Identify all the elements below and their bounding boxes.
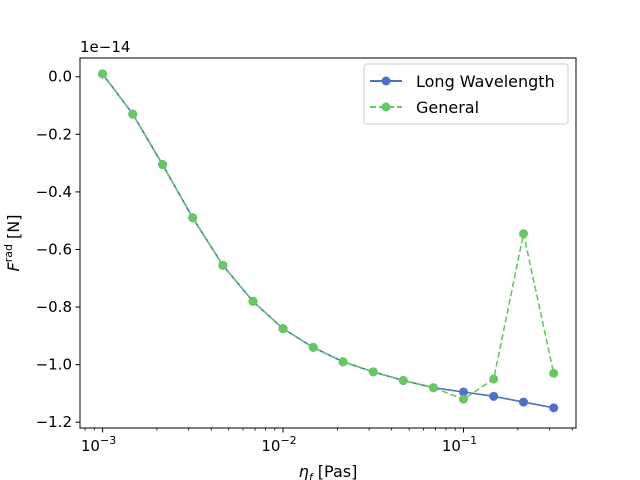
plot-markers [98,69,559,413]
legend: Long Wavelength General [363,63,569,125]
data-point-general [549,368,559,378]
data-point-general [428,383,438,393]
x-tick-label: 10−3 [81,434,116,455]
y-tick-label: −0.4 [36,183,72,201]
y-axis-label: Frad [N] [2,215,23,272]
data-point-long-wavelength [549,403,559,413]
data-point-long-wavelength [489,391,499,401]
y-tick-label: −0.2 [36,125,72,143]
data-point-long-wavelength [459,387,469,397]
plot-lines [101,73,555,409]
y-tick-label: −0.8 [36,298,72,316]
y-tick-label: −1.2 [36,413,72,431]
legend-label-general: General [416,98,479,117]
data-point-general [98,69,108,79]
legend-marker-long-wavelength [381,76,391,86]
legend-frame [363,63,569,125]
data-point-general [158,160,168,170]
y-tick-label: −0.6 [36,240,72,258]
series-line-general [101,73,555,401]
y-tick-label: −1.0 [36,356,72,374]
y-axis-ticks: 0.0 −0.2 −0.4 −0.6 −0.8 −1.0 −1.2 [36,68,80,431]
data-point-general [218,260,228,270]
legend-marker-general [381,102,391,112]
y-tick-label: 0.0 [48,68,72,86]
data-point-general [278,324,288,334]
data-point-general [398,375,408,385]
data-point-general [519,229,529,239]
x-axis-label: ηf [Pas] [299,462,358,480]
data-point-general [128,109,138,119]
y-offset-label: 1e−14 [80,38,130,56]
data-point-general [188,213,198,223]
data-point-general [338,357,348,367]
x-axis-ticks: 10−3 10−2 10−1 [81,428,573,455]
data-point-general [308,342,318,352]
x-tick-label: 10−1 [442,434,477,455]
x-tick-label: 10−2 [261,434,296,455]
data-point-general [459,394,469,404]
plot-area-frame [79,57,577,429]
data-point-general [489,374,499,384]
legend-label-long-wavelength: Long Wavelength [416,72,555,91]
data-point-general [248,296,258,306]
data-point-long-wavelength [519,397,529,407]
data-point-general [368,367,378,377]
